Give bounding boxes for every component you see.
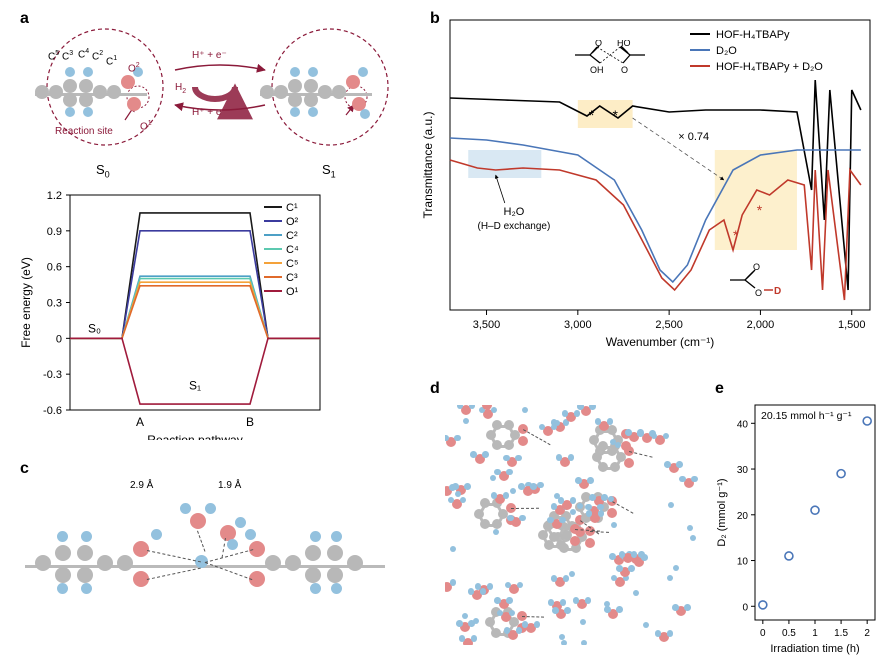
svg-text:0: 0 [742, 602, 748, 613]
svg-text:20: 20 [737, 511, 749, 522]
svg-text:1: 1 [812, 628, 818, 639]
svg-text:20.15 mmol h⁻¹ g⁻¹: 20.15 mmol h⁻¹ g⁻¹ [761, 410, 852, 422]
svg-text:2: 2 [864, 628, 870, 639]
svg-text:0.5: 0.5 [782, 628, 796, 639]
svg-text:30: 30 [737, 465, 749, 476]
svg-text:10: 10 [737, 557, 749, 568]
svg-text:Irradiation time (h): Irradiation time (h) [770, 643, 859, 655]
panel-e-chart: 00.511.52010203040Irradiation time (h)D₂… [0, 0, 891, 661]
svg-text:D₂ (mmol g⁻¹): D₂ (mmol g⁻¹) [716, 478, 728, 546]
svg-text:0: 0 [760, 628, 766, 639]
svg-text:1.5: 1.5 [834, 628, 848, 639]
svg-text:40: 40 [737, 419, 749, 430]
